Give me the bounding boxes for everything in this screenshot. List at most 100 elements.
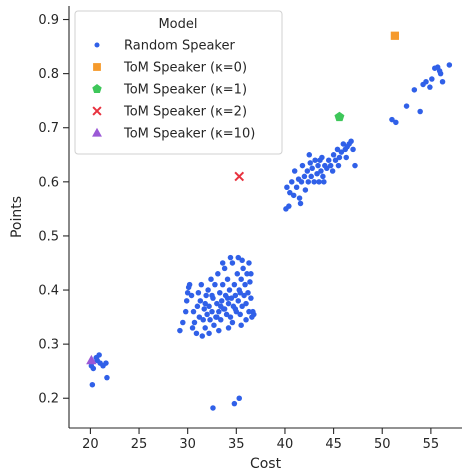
- legend-marker-tom-speaker-kappa-2: [92, 106, 102, 116]
- data-point: [297, 200, 304, 207]
- series-random-speaker: [88, 62, 453, 411]
- data-point: [223, 311, 230, 318]
- data-point: [446, 62, 453, 68]
- data-point: [299, 162, 306, 169]
- data-point: [201, 306, 207, 312]
- legend-title: Model: [158, 17, 197, 32]
- data-point: [104, 374, 110, 381]
- x-tick-label: 55: [423, 437, 440, 452]
- data-point-tom-speaker-kappa-0: [390, 31, 400, 40]
- data-point: [330, 152, 337, 158]
- data-point: [232, 306, 239, 312]
- data-point: [308, 173, 314, 180]
- data-point: [284, 184, 290, 190]
- data-point: [312, 157, 318, 163]
- data-point: [186, 281, 193, 288]
- data-point: [314, 170, 320, 177]
- data-point: [289, 179, 295, 185]
- legend-item-tom-speaker-kappa-2: ToM Speaker (κ=2): [92, 105, 247, 120]
- data-point: [191, 319, 198, 326]
- data-point: [229, 260, 236, 266]
- data-point: [196, 314, 203, 320]
- data-point: [427, 84, 433, 90]
- series-tom-speaker-kappa-10: [86, 354, 97, 365]
- data-point: [224, 295, 231, 301]
- data-point: [290, 192, 297, 199]
- data-point: [221, 306, 228, 312]
- axes: [68, 6, 462, 429]
- data-point: [207, 317, 213, 323]
- legend-item-tom-speaker-kappa-0: ToM Speaker (κ=0): [93, 61, 247, 76]
- data-point: [304, 168, 311, 174]
- data-point: [103, 360, 109, 366]
- data-point: [246, 308, 252, 315]
- data-point: [216, 308, 222, 315]
- data-point: [411, 87, 418, 93]
- data-point-tom-speaker-kappa-2: [234, 171, 245, 182]
- data-point: [231, 281, 238, 288]
- legend-label: Random Speaker: [124, 39, 235, 54]
- y-tick-label: 0.5: [38, 229, 59, 244]
- legend-frame: [74, 10, 283, 155]
- data-point: [315, 162, 321, 169]
- data-point: [205, 287, 211, 293]
- data-point: [202, 300, 208, 307]
- data-marks: [86, 31, 453, 411]
- data-point: [240, 265, 246, 272]
- data-point: [247, 279, 253, 285]
- y-tick-label: 0.7: [38, 121, 59, 136]
- data-point: [309, 165, 315, 172]
- data-point: [184, 289, 191, 296]
- data-point: [199, 333, 206, 339]
- x-tick-label: 40: [277, 437, 294, 452]
- legend-label: ToM Speaker (κ=1): [123, 83, 247, 98]
- data-point: [336, 154, 343, 161]
- x-tick-label: 30: [179, 437, 196, 452]
- data-point: [211, 322, 217, 328]
- data-point: [241, 292, 247, 299]
- data-point: [340, 141, 347, 147]
- y-ticks: 0.2 0.3 0.4 0.5 0.6 0.7 0.8 0.9: [38, 13, 69, 407]
- data-point: [248, 295, 254, 301]
- data-point: [204, 311, 210, 318]
- data-point: [291, 168, 298, 174]
- data-point: [246, 260, 252, 266]
- data-point: [195, 289, 202, 296]
- data-point: [209, 308, 215, 315]
- data-point: [325, 157, 332, 163]
- data-point: [286, 203, 292, 209]
- x-tick-label: 45: [325, 437, 342, 452]
- y-tick-label: 0.2: [38, 392, 59, 407]
- data-point: [227, 314, 234, 320]
- data-point: [321, 179, 327, 185]
- data-point: [214, 314, 220, 320]
- y-tick-label: 0.9: [38, 13, 59, 28]
- data-point: [231, 400, 238, 407]
- data-point: [227, 254, 234, 261]
- legend-label: ToM Speaker (κ=2): [123, 105, 247, 120]
- legend-marker-tom-speaker-kappa-10: [92, 127, 102, 137]
- data-point: [302, 187, 309, 193]
- data-point: [311, 179, 317, 185]
- data-point: [293, 184, 300, 190]
- data-point: [208, 276, 214, 282]
- data-point: [215, 271, 221, 277]
- x-ticks: 20 25 30 35 40 45 50 55: [82, 428, 439, 452]
- x-tick-label: 25: [131, 437, 148, 452]
- data-point: [437, 70, 444, 77]
- data-point: [93, 354, 99, 361]
- data-point: [190, 308, 197, 315]
- data-point: [202, 325, 208, 331]
- data-point: [420, 81, 426, 88]
- data-point: [389, 116, 395, 123]
- data-point: [417, 108, 423, 115]
- data-point: [350, 146, 356, 153]
- data-point: [183, 298, 190, 304]
- legend: Model Random Speaker ToM Speaker (κ=0) ToM…: [74, 10, 283, 155]
- series-tom-speaker-kappa-1: [334, 111, 345, 122]
- data-point-tom-speaker-kappa-1: [334, 111, 345, 122]
- data-point: [307, 160, 313, 166]
- data-point: [210, 405, 216, 411]
- data-point: [235, 254, 242, 261]
- data-point: [194, 303, 201, 310]
